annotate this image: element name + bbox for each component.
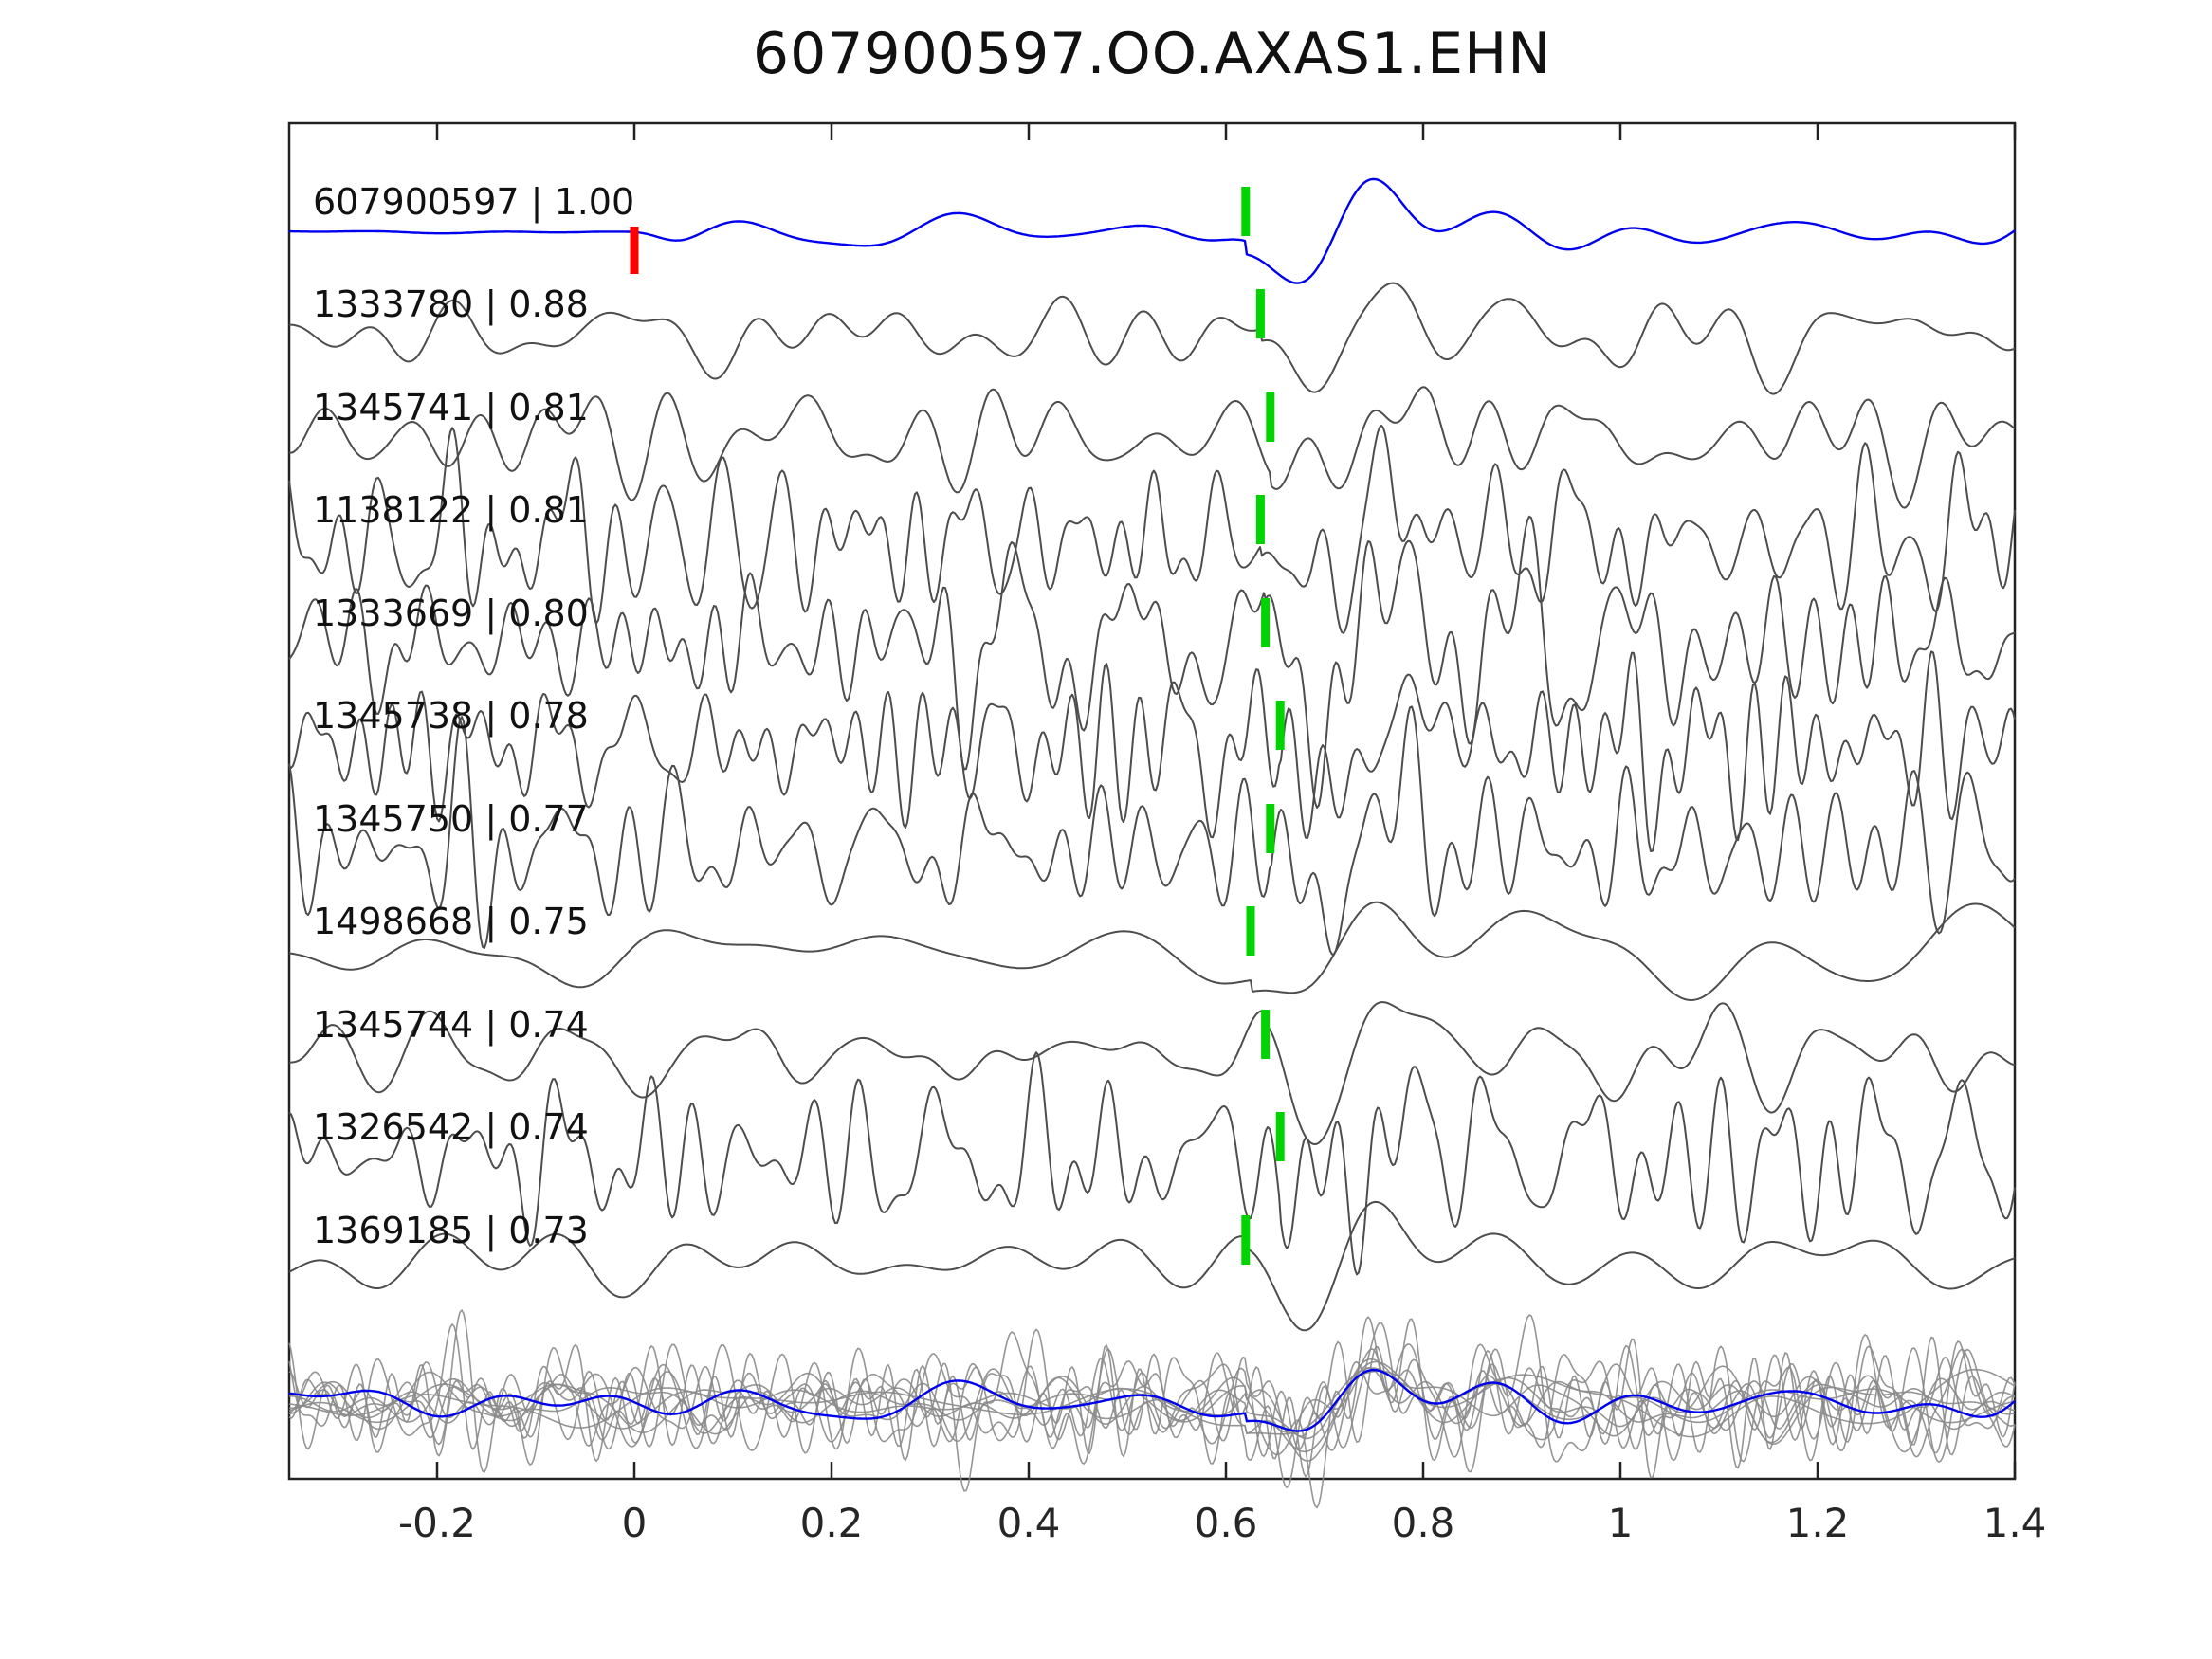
x-tick-label-5: 0.8 [1391,1500,1455,1546]
x-tick-label-7: 1.2 [1785,1500,1850,1546]
trace-label-4: 1333669 | 0.80 [313,592,589,634]
trace-line-1345738 [288,650,2016,852]
trace-line-1498668 [288,901,2016,1001]
trace-label-7: 1498668 | 0.75 [313,901,589,942]
trace-label-5: 1345738 | 0.78 [313,695,589,737]
x-tick-label-2: 0.2 [799,1500,864,1546]
trace-line-1345741 [288,386,2016,509]
trace-label-9: 1326542 | 0.74 [313,1106,589,1148]
x-tick-label-0: -0.2 [398,1500,476,1546]
overlay-trace-line-1326542 [288,1328,2016,1489]
x-tick-label-3: 0.4 [996,1500,1061,1546]
trace-line-1333780 [288,282,2016,395]
trace-line-1138122 [288,424,2016,634]
x-tick-label-4: 0.6 [1194,1500,1258,1546]
trace-label-2: 1345741 | 0.81 [313,387,589,428]
overlay-trace-line-1333669 [288,1314,2016,1509]
x-tick-label-6: 1 [1607,1500,1634,1546]
plot-border [287,121,2017,1481]
trace-line-1345750 [288,705,2016,956]
trace-label-10: 1369185 | 0.73 [313,1210,589,1251]
overlay-trace-line-1369185 [288,1360,2016,1453]
x-tick-label-8: 1.4 [1983,1500,2047,1546]
trace-line-1333669 [288,515,2016,809]
trace-line-1326542 [288,1051,2016,1276]
x-tick-label-1: 0 [621,1500,648,1546]
trace-line-607900597 [289,177,2016,284]
trace-label-0: 607900597 | 1.00 [313,181,635,223]
trace-label-3: 1138122 | 0.81 [313,489,589,531]
trace-line-1369185 [288,1200,2016,1332]
plot-title: 607900597.OO.AXAS1.EHN [752,21,1552,87]
overlay-reference-line-607900597 [288,1368,2016,1432]
overlay-trace-line-1498668 [288,1367,2016,1438]
overlay-trace-line-1138122 [288,1322,2016,1463]
trace-label-8: 1345744 | 0.74 [313,1004,589,1046]
trace-label-6: 1345750 | 0.77 [313,798,589,840]
trace-line-1345744 [289,1001,2016,1145]
trace-label-1: 1333780 | 0.88 [313,283,589,325]
